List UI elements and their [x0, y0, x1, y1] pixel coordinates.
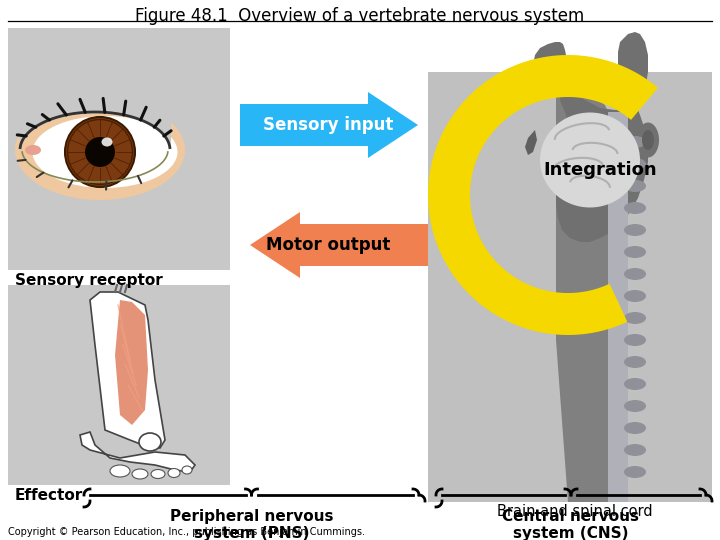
Polygon shape — [90, 292, 165, 448]
Ellipse shape — [132, 469, 148, 479]
Text: Integration: Integration — [543, 161, 657, 179]
Ellipse shape — [182, 466, 192, 474]
Text: Copyright © Pearson Education, Inc., publishing as Benjamin Cummings.: Copyright © Pearson Education, Inc., pub… — [8, 527, 365, 537]
Ellipse shape — [102, 138, 112, 146]
Ellipse shape — [624, 356, 646, 368]
Ellipse shape — [65, 117, 135, 187]
Text: Effector: Effector — [15, 488, 84, 503]
Ellipse shape — [25, 145, 41, 155]
Ellipse shape — [624, 180, 646, 192]
Polygon shape — [533, 32, 648, 242]
Polygon shape — [80, 432, 195, 472]
Ellipse shape — [624, 400, 646, 412]
Text: Sensory input: Sensory input — [263, 116, 393, 134]
Ellipse shape — [540, 112, 640, 207]
Ellipse shape — [624, 202, 646, 214]
Bar — [8, 285, 230, 485]
Text: Central nervous
system (CNS): Central nervous system (CNS) — [503, 509, 639, 540]
Ellipse shape — [624, 312, 646, 324]
Ellipse shape — [624, 224, 646, 236]
Ellipse shape — [624, 136, 646, 148]
Ellipse shape — [139, 433, 161, 451]
FancyArrow shape — [240, 92, 418, 158]
Ellipse shape — [624, 268, 646, 280]
Ellipse shape — [32, 116, 178, 188]
Polygon shape — [525, 130, 537, 155]
Ellipse shape — [624, 466, 646, 478]
Text: Sensory receptor: Sensory receptor — [15, 273, 163, 288]
Polygon shape — [608, 112, 628, 502]
Ellipse shape — [624, 246, 646, 258]
Polygon shape — [556, 95, 608, 502]
Ellipse shape — [624, 158, 646, 170]
Polygon shape — [115, 300, 148, 425]
Ellipse shape — [85, 137, 115, 167]
Ellipse shape — [637, 123, 659, 158]
Ellipse shape — [642, 130, 654, 150]
Bar — [8, 28, 230, 270]
Ellipse shape — [110, 465, 130, 477]
Text: Peripheral nervous
system (PNS): Peripheral nervous system (PNS) — [170, 509, 334, 540]
Polygon shape — [609, 284, 627, 322]
Ellipse shape — [151, 469, 165, 478]
Text: Motor output: Motor output — [266, 236, 390, 254]
Ellipse shape — [624, 290, 646, 302]
Polygon shape — [428, 55, 658, 335]
FancyArrow shape — [250, 212, 428, 278]
Ellipse shape — [168, 469, 180, 477]
Text: Brain and spinal cord: Brain and spinal cord — [498, 504, 653, 519]
Ellipse shape — [624, 378, 646, 390]
Ellipse shape — [624, 422, 646, 434]
Bar — [428, 72, 712, 502]
Text: Figure 48.1  Overview of a vertebrate nervous system: Figure 48.1 Overview of a vertebrate ner… — [135, 7, 585, 25]
Ellipse shape — [624, 334, 646, 346]
Ellipse shape — [15, 100, 185, 200]
Ellipse shape — [624, 444, 646, 456]
